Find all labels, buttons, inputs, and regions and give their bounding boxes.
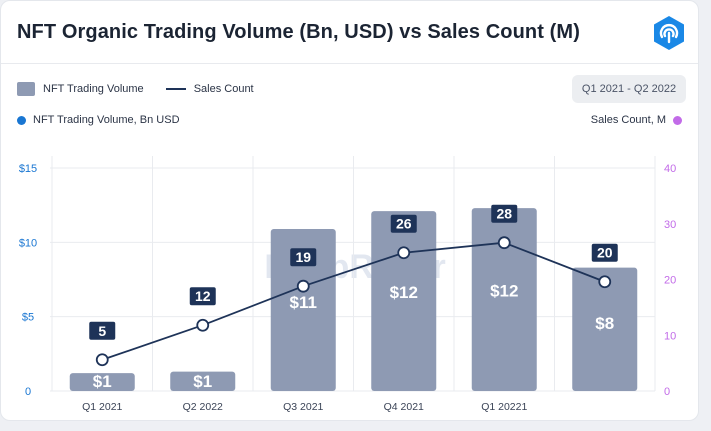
sales-count-point (598, 275, 612, 289)
volume-bar (572, 267, 638, 391)
sales-count-point (397, 246, 411, 260)
sales-count-label: 12 (195, 288, 211, 304)
y-right-tick-label: 10 (664, 330, 676, 342)
y-left-tick-label: $5 (22, 312, 34, 324)
sales-count-line (101, 241, 606, 361)
sales-count-point (95, 353, 109, 367)
legend-line-swatch (165, 88, 186, 90)
x-tick-label: Q1 2021 (82, 401, 122, 413)
y-left-tick-label: 0 (25, 386, 31, 398)
legend-bar-label: NFT Trading Volume (43, 83, 144, 95)
left-axis-dot-icon (17, 115, 26, 125)
chart-title: NFT Organic Trading Volume (Bn, USD) vs … (17, 21, 580, 43)
sales-count-label-box (390, 214, 417, 233)
volume-bar (471, 208, 537, 391)
chart-legend: NFT Trading Volume Sales Count (17, 79, 254, 99)
header-divider (1, 63, 698, 64)
y-right-tick-label: 30 (664, 219, 676, 231)
x-tick-label: Q2 2022 (183, 401, 223, 413)
volume-bar-label: $12 (390, 283, 418, 302)
left-axis-title: NFT Trading Volume, Bn USD (17, 114, 180, 126)
sales-count-point (497, 236, 511, 250)
volume-bar-label: $11 (290, 293, 317, 312)
y-right-tick-label: 0 (664, 386, 670, 398)
legend-bar-swatch (17, 82, 35, 96)
volume-bar-label: $8 (595, 314, 614, 333)
sales-count-label: 26 (396, 216, 412, 232)
volume-bar (69, 373, 135, 391)
sales-count-point (296, 279, 310, 293)
sales-count-point (196, 318, 210, 332)
sales-count-label: 19 (295, 249, 311, 265)
y-left-tick-label: $15 (19, 163, 37, 175)
sales-count-label: 28 (496, 206, 512, 222)
y-left-tick-label: $10 (19, 237, 37, 249)
date-range-selector[interactable]: Q1 2021 - Q2 2022 (572, 75, 686, 103)
y-right-tick-label: 20 (664, 275, 676, 287)
volume-bar-label: $12 (490, 281, 518, 300)
x-tick-label: Q1 20221 (481, 401, 527, 413)
sales-count-label: 5 (98, 323, 106, 339)
x-tick-label: Q4 2021 (384, 401, 424, 413)
right-axis-title: Sales Count, M (591, 114, 682, 126)
left-axis-title-text: NFT Trading Volume, Bn USD (33, 114, 180, 126)
sales-count-label-box (89, 321, 116, 340)
sales-count-label-box (491, 204, 518, 223)
volume-bar (371, 211, 437, 391)
volume-bar (170, 371, 236, 391)
chart-card: NFT Organic Trading Volume (Bn, USD) vs … (0, 0, 699, 421)
right-axis-dot-icon (673, 115, 682, 125)
dappradar-logo-icon (654, 16, 684, 50)
sales-count-label-box (591, 243, 618, 262)
volume-bar-label: $1 (93, 372, 112, 391)
x-tick-label: Q3 2021 (283, 401, 323, 413)
sales-count-label: 20 (597, 245, 613, 261)
volume-bar (270, 228, 336, 391)
volume-bar-label: $1 (193, 372, 212, 391)
sales-count-label-box (290, 248, 317, 267)
sales-count-label-box (189, 287, 216, 306)
right-axis-title-text: Sales Count, M (590, 114, 666, 126)
legend-line-label: Sales Count (193, 83, 254, 95)
y-right-tick-label: 40 (664, 163, 676, 175)
